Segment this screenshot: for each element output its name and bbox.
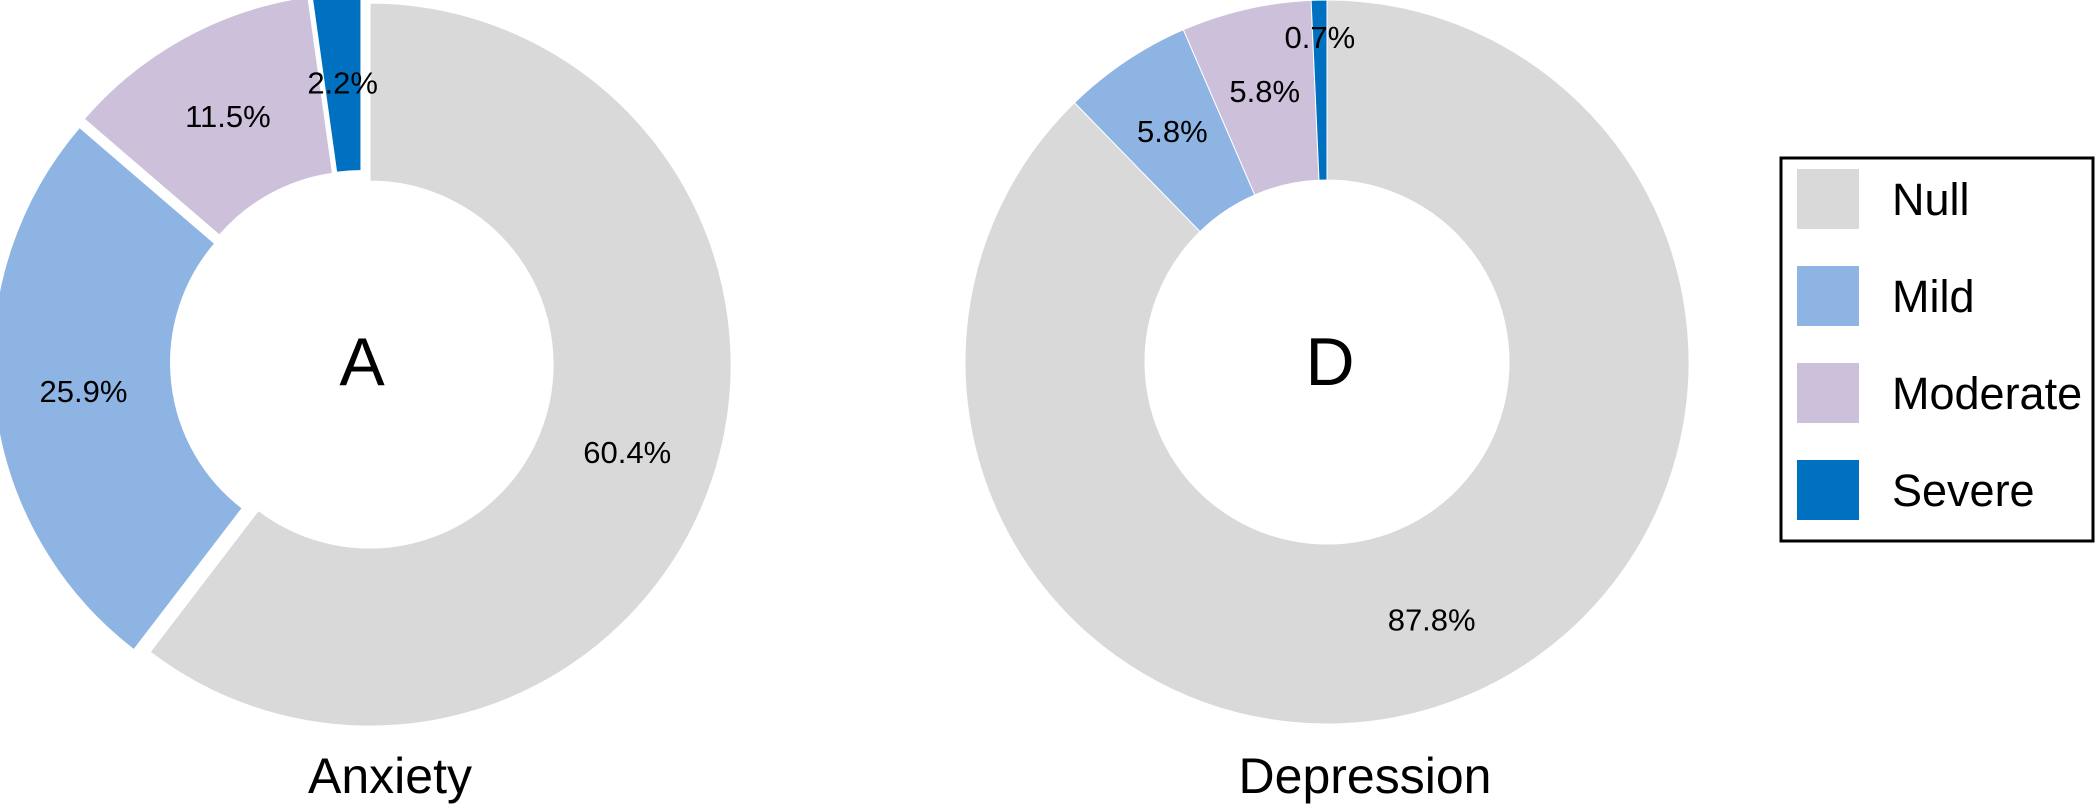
donut-chart-anxiety: 60.4% 25.9% 11.5% 2.2% (0, 0, 733, 728)
center-label-anxiety: A (339, 324, 385, 400)
legend-label-null: Null (1892, 174, 1970, 225)
anxiety-slice-moderate (82, 0, 335, 238)
depression-label-severe: 0.7% (1285, 20, 1356, 55)
legend-swatch-moderate (1797, 363, 1859, 423)
legend-label-severe: Severe (1892, 465, 2035, 516)
depression-label-mild: 5.8% (1137, 114, 1208, 149)
depression-label-moderate: 5.8% (1229, 74, 1300, 109)
anxiety-label-moderate: 11.5% (185, 99, 271, 134)
legend: Null Mild Moderate Severe (1779, 156, 2095, 543)
legend-label-mild: Mild (1892, 271, 1975, 322)
anxiety-label-severe: 2.2% (307, 66, 378, 101)
legend-swatch-mild (1797, 266, 1859, 326)
depression-slice-severe (1310, 0, 1328, 181)
anxiety-label-null: 60.4% (583, 435, 671, 470)
anxiety-slice-null (148, 1, 733, 728)
chart-caption-depression: Depression (1239, 748, 1492, 804)
anxiety-slice-mild (0, 125, 245, 652)
chart-caption-anxiety: Anxiety (308, 748, 472, 804)
legend-swatch-null (1797, 169, 1859, 229)
legend-label-moderate: Moderate (1892, 368, 2082, 419)
anxiety-slice-severe (311, 0, 363, 174)
legend-swatch-severe (1797, 460, 1859, 520)
donut-chart-depression: 87.8% 5.8% 5.8% 0.7% (964, 0, 1690, 725)
center-label-depression: D (1305, 324, 1354, 400)
depression-label-null: 87.8% (1388, 603, 1476, 638)
anxiety-label-mild: 25.9% (40, 374, 128, 409)
depression-slice-null (964, 0, 1690, 725)
